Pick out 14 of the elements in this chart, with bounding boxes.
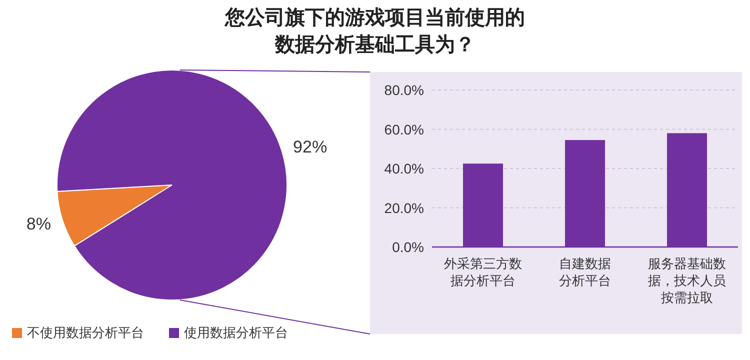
legend-label: 使用数据分析平台 [184,325,288,340]
data-label: 8% [26,214,51,234]
x-tick-label: 外采第三方数据分析平台 [444,256,522,288]
y-tick-label: 60.0% [384,121,424,138]
y-tick-label: 40.0% [384,160,424,176]
x-tick-label: 服务器基础数据，技术人员按需拉取 [648,256,726,305]
y-tick-label: 20.0% [384,200,424,216]
y-tick-label: 0.0% [392,239,424,255]
data-label: 92% [293,138,328,157]
pie-slice [56,70,288,300]
legend-label: 不使用数据分析平台 [27,325,144,340]
text: 您公司旗下的游戏项目当前使用的数据分析基础工具为？ [224,6,525,56]
x-tick-label: 自建数据分析平台 [559,256,611,288]
y-tick-label: 80.0% [384,82,424,98]
